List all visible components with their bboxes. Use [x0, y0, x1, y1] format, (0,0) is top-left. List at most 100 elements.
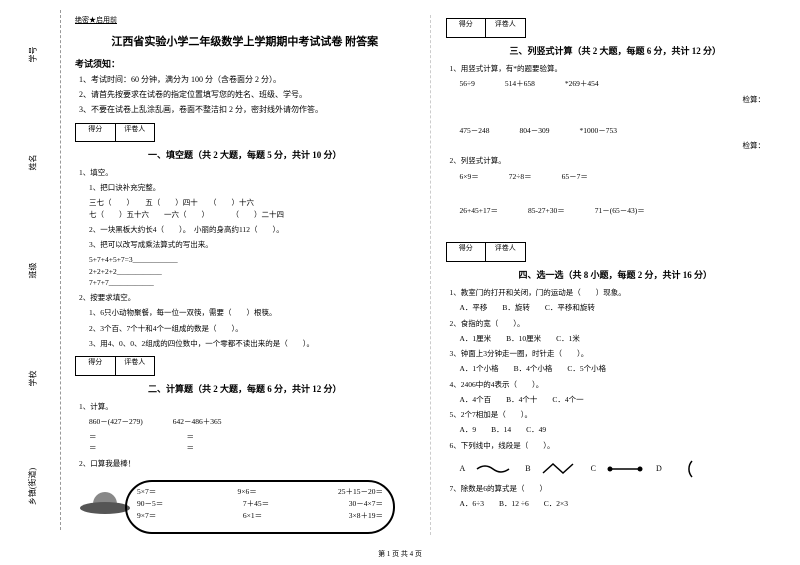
sub-question: 1、把口诀补充完整。 — [89, 182, 415, 193]
ufo-bubble: 5×7＝ 9×6＝ 25＋15－20＝ 90－5＝ 7＋45＝ 30－4×7＝ … — [75, 477, 415, 535]
section-title: 四、选一选（共 8 小题，每题 2 分，共计 16 分） — [446, 268, 786, 281]
question: 7、除数是6的算式是（ ） — [450, 483, 786, 494]
fill-blank: 三七（ ） 五（ ）四十 （ ）十六 七（ ）五十六 一六（ ） （ ）二十四 — [89, 197, 415, 220]
side-label: 学校 — [28, 370, 39, 386]
option-label: B — [525, 464, 530, 473]
section-title: 二、计算题（共 2 大题，每题 6 分，共计 12 分） — [75, 382, 415, 395]
wave-icon — [475, 461, 515, 476]
calc-expr: *1000－753 — [580, 125, 618, 136]
calc-expr: 514＋658 — [505, 78, 535, 89]
left-column: 绝密★启用前 江西省实验小学二年级数学上学期期中考试试卷 附答案 考试须知： 1… — [75, 15, 415, 535]
side-label: 姓名 — [28, 154, 39, 170]
shape-options: A B C D — [460, 459, 786, 479]
calc-expr: 72÷8＝ — [509, 171, 532, 182]
question: 5、2个7相加是（ ）。 — [450, 409, 786, 420]
speech-bubble: 5×7＝ 9×6＝ 25＋15－20＝ 90－5＝ 7＋45＝ 30－4×7＝ … — [125, 480, 395, 534]
question: 1、填空。 — [79, 167, 415, 178]
side-label: 学号 — [28, 46, 39, 62]
options: A．6÷3 B．12 ÷6 C．2×3 — [460, 498, 786, 509]
option-label: D — [656, 464, 662, 473]
score-box: 得分 评卷人 — [75, 123, 155, 142]
calc-expr: *269＋454 — [565, 78, 599, 89]
side-label: 班级 — [28, 262, 39, 278]
calc-expr: 26+45+17＝ — [460, 205, 498, 216]
section-title: 三、列竖式计算（共 2 大题，每题 6 分，共计 12 分） — [446, 44, 786, 57]
score-label: 得分 — [76, 357, 116, 374]
question: 2、按要求填空。 — [79, 292, 415, 303]
sub-question: 3、把可以改写成乘法算式的写出来。 — [89, 239, 415, 250]
calc-expr: 9×7＝ — [137, 510, 156, 522]
page-content: 绝密★启用前 江西省实验小学二年级数学上学期期中考试试卷 附答案 考试须知： 1… — [75, 15, 785, 535]
calc-expr: 30－4×7＝ — [349, 498, 383, 510]
calc-expr: 642－486＋365 — [173, 416, 222, 427]
notice-title: 考试须知： — [75, 57, 415, 70]
check-label: 检算： — [460, 140, 766, 151]
notice-item: 3、不要在试卷上乱涂乱画，卷面不整洁扣 2 分，密封线外请勿作答。 — [79, 104, 415, 115]
sub-question: 2、3个百、7个十和4个一组成的数是（ ）。 — [89, 323, 415, 334]
calc-expr: 9×6＝ — [238, 486, 257, 498]
zigzag-icon — [541, 461, 581, 476]
check-label: 检算： — [460, 94, 766, 105]
calc-row: 56÷9 514＋658 *269＋454 — [460, 78, 786, 89]
calc-expr: 90－5＝ — [137, 498, 163, 510]
score-label: 得分 — [447, 243, 487, 261]
arc-icon — [672, 459, 697, 479]
notice-item: 2、请首先按要求在试卷的指定位置填写您的姓名、班级、学号。 — [79, 89, 415, 100]
grader-label: 评卷人 — [486, 19, 525, 37]
grader-label: 评卷人 — [486, 243, 525, 261]
options: A．4个百 B．4个十 C．4个一 — [460, 394, 786, 405]
calc-lines: ＝ ＝ ＝ ＝ — [89, 431, 415, 454]
score-label: 得分 — [76, 124, 116, 141]
fill-blank: 5+7+4+5+7=3____________ 2+2+2+2_________… — [89, 254, 415, 288]
page-footer: 第 1 页 共 4 页 — [0, 549, 800, 559]
column-divider — [430, 15, 431, 535]
calc-expr: 56÷9 — [460, 78, 475, 89]
score-box: 得分 评卷人 — [446, 242, 526, 262]
calc-expr: 71－(65－43)＝ — [595, 205, 645, 216]
calc-expr: 475－248 — [460, 125, 490, 136]
sub-question: 3、用4、0、0、2组成的四位数中，一个零都不读出来的是（ ）。 — [89, 338, 415, 349]
score-box: 得分 评卷人 — [75, 356, 155, 375]
calc-expr: 65－7＝ — [562, 171, 588, 182]
question: 3、钟面上3分钟走一圈，时针走（ ）。 — [450, 348, 786, 359]
secret-mark: 绝密★启用前 — [75, 15, 415, 25]
binding-side: 学号 姓名 班级 学校 乡镇(街道) — [8, 0, 58, 540]
question: 1、用竖式计算，有*的题要验算。 — [450, 63, 786, 74]
question: 2、列竖式计算。 — [450, 155, 786, 166]
calc-row: 475－248 804－309 *1000－753 — [460, 125, 786, 136]
right-column: 得分 评卷人 三、列竖式计算（共 2 大题，每题 6 分，共计 12 分） 1、… — [446, 15, 786, 535]
grader-label: 评卷人 — [116, 357, 155, 374]
question: 6、下列线中，线段是（ ）。 — [450, 440, 786, 451]
calc-expr: 860－(427－279) — [89, 416, 143, 427]
calc-expr: 6×1＝ — [243, 510, 262, 522]
grader-label: 评卷人 — [116, 124, 155, 141]
calc-expr: 7＋45＝ — [243, 498, 269, 510]
question: 4、2406中的4表示（ ）。 — [450, 379, 786, 390]
segment-icon — [606, 461, 646, 476]
question: 1、计算。 — [79, 401, 415, 412]
score-box: 得分 评卷人 — [446, 18, 526, 38]
calc-row: 860－(427－279) 642－486＋365 — [89, 416, 415, 427]
notice-item: 1、考试时间：60 分钟，满分为 100 分（含卷面分 2 分）。 — [79, 74, 415, 85]
calc-expr: 85-27+30＝ — [528, 205, 565, 216]
question: 2、食指的宽（ ）。 — [450, 318, 786, 329]
calc-row: 6×9＝ 72÷8＝ 65－7＝ — [460, 171, 786, 182]
option-label: A — [460, 464, 466, 473]
calc-expr: 5×7＝ — [137, 486, 156, 498]
exam-title: 江西省实验小学二年级数学上学期期中考试试卷 附答案 — [75, 33, 415, 49]
calc-expr: 6×9＝ — [460, 171, 479, 182]
question: 2、口算我最棒！ — [79, 458, 415, 469]
option-label: C — [591, 464, 596, 473]
fold-line — [60, 10, 61, 530]
calc-expr: 3×8＋19＝ — [349, 510, 383, 522]
options: A．1厘米 B．10厘米 C．1米 — [460, 333, 786, 344]
side-label: 乡镇(街道) — [27, 467, 38, 504]
calc-expr: 25＋15－20＝ — [338, 486, 383, 498]
options: A．平移 B．旋转 C．平移和旋转 — [460, 302, 786, 313]
calc-row: 26+45+17＝ 85-27+30＝ 71－(65－43)＝ — [460, 205, 786, 216]
sub-question: 1、6只小动物聚餐，每一位一双筷，需要（ ）根筷。 — [89, 307, 415, 318]
options: A．9 B．14 C．49 — [460, 424, 786, 435]
ufo-icon — [80, 492, 130, 517]
question: 1、教室门的打开和关闭，门的运动是（ ）现象。 — [450, 287, 786, 298]
score-label: 得分 — [447, 19, 487, 37]
